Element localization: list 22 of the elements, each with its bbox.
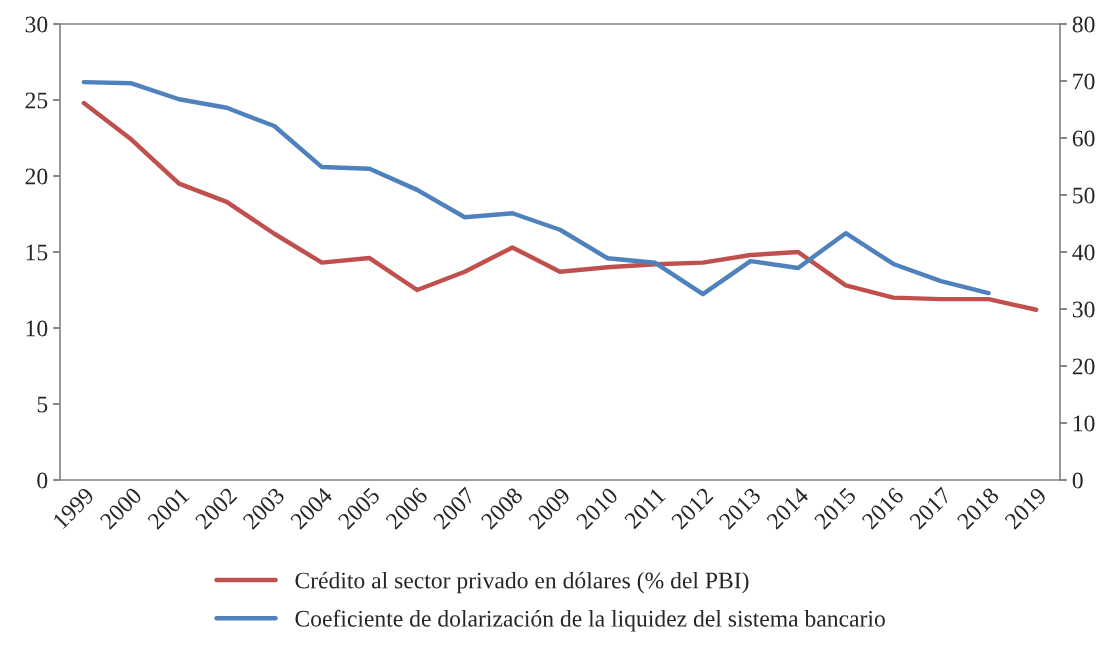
y2-tick-label: 70 — [1073, 73, 1095, 90]
y-tick-label: 25 — [25, 92, 48, 109]
y2-tick-label: 50 — [1073, 187, 1095, 204]
legend-label: Coeficiente de dolarización de la liquidez del sistema bancario — [295, 609, 885, 632]
y2-tick-label: 40 — [1072, 244, 1095, 261]
y-tick-label: 0 — [37, 472, 48, 489]
y2-tick-label: 10 — [1073, 415, 1095, 432]
y-tick-label: 30 — [25, 16, 48, 33]
legend-label: Crédito al sector privado en dólares (% del PBI) — [295, 571, 749, 594]
y-tick-label: 20 — [25, 168, 48, 185]
x-tick-label: 1999 — [52, 486, 95, 530]
y2-tick-label: 20 — [1072, 358, 1095, 375]
line-series — [81, 79, 991, 297]
line-series — [81, 100, 1039, 312]
y-tick-label: 15 — [26, 244, 48, 261]
x-tick-label: 2011 — [623, 487, 666, 530]
y2-tick-label: 80 — [1072, 16, 1095, 33]
y-tick-label: 5 — [37, 396, 48, 413]
y2-tick-label: 60 — [1072, 130, 1095, 147]
y2-tick-label: 0 — [1072, 472, 1083, 489]
y2-tick-label: 30 — [1072, 301, 1095, 318]
y-tick-label: 10 — [26, 320, 48, 337]
